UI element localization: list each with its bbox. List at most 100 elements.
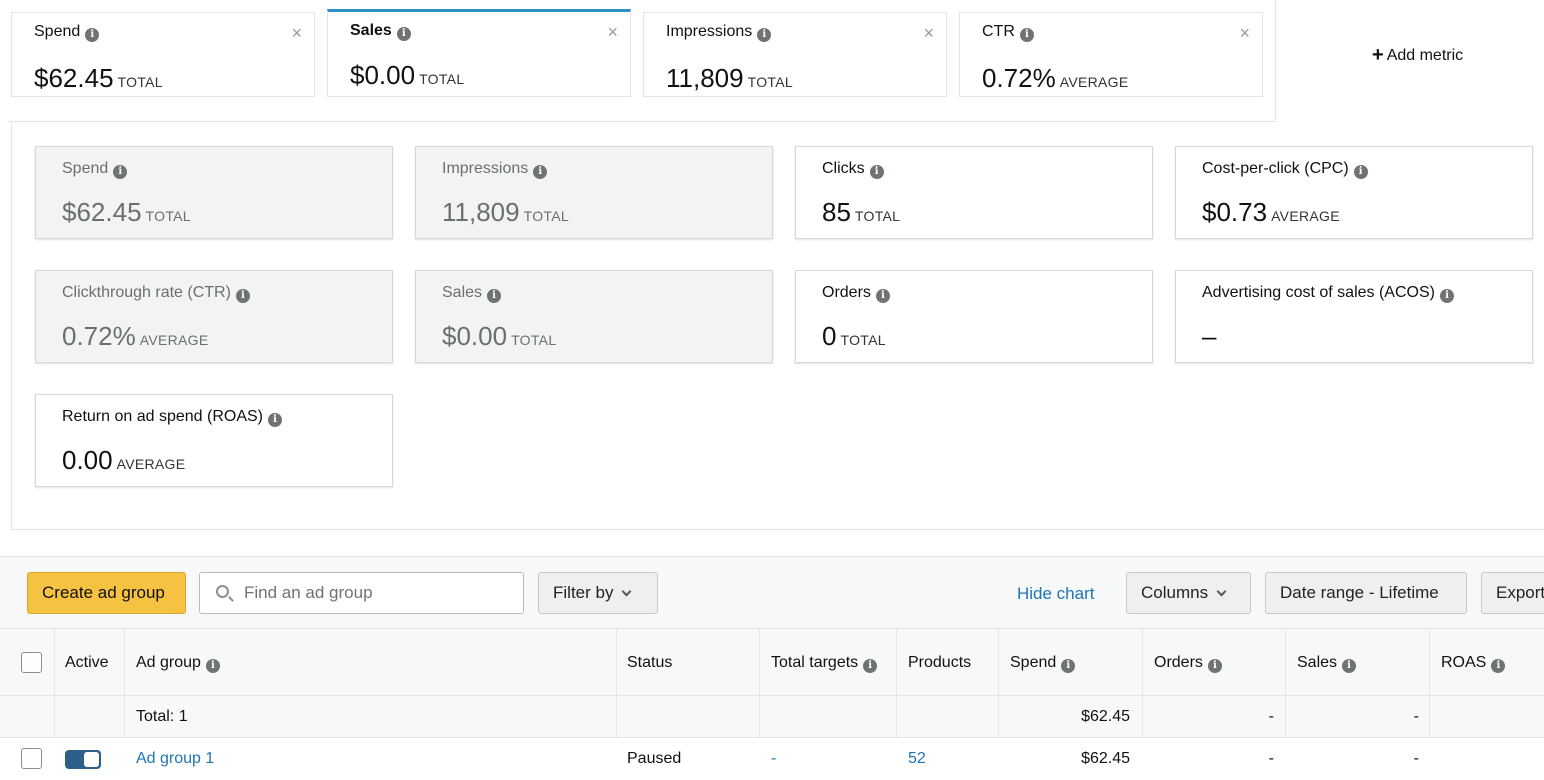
table-header-row: Active Ad group i Status Total targets i P… [0,628,1544,696]
ad-group-link[interactable]: Ad group 1 [136,750,215,767]
column-divider [616,628,617,738]
search-input[interactable] [244,573,514,613]
export-button[interactable]: Export [1481,572,1544,614]
total-spend: $62.45 [1081,708,1130,725]
info-icon[interactable]: i [1353,165,1368,179]
metric-card-value: 0.72% AVERAGE [62,321,209,351]
column-divider [54,628,55,738]
active-toggle[interactable] [65,750,101,769]
metric-card-acos[interactable]: Advertising cost of sales (ACOS) i – [1175,270,1533,363]
sales-value: - [1413,750,1419,767]
metric-card-spend[interactable]: Spend i $62.45 TOTAL [35,146,393,239]
metric-card-cpc[interactable]: Cost-per-click (CPC) i $0.73 AVERAGE [1175,146,1533,239]
metric-card-clicks[interactable]: Clicks i 85 TOTAL [795,146,1153,239]
total-targets-link[interactable]: - [771,750,777,767]
info-icon[interactable]: i [1439,289,1454,303]
columns-dropdown[interactable]: Columns [1126,572,1251,614]
filter-by-dropdown[interactable]: Filter by [538,572,658,614]
plus-icon: + [1372,44,1384,66]
column-divider [1142,628,1143,738]
chevron-down-icon [1216,586,1227,597]
info-icon[interactable]: i [205,659,220,673]
metric-card-value: 0 TOTAL [822,321,886,351]
column-header-orders[interactable]: Orders i [1154,654,1222,673]
metric-tab-spend[interactable]: Spend i × $62.45 TOTAL [11,12,315,97]
metric-tab-label: CTR i [982,23,1034,42]
info-icon[interactable]: i [268,413,282,427]
column-divider [1285,628,1286,738]
info-icon[interactable]: i [533,165,548,179]
metric-card-orders[interactable]: Orders i 0 TOTAL [795,270,1153,363]
ad-group-toolbar: Create ad group Filter by Hide chart Col… [0,556,1544,628]
select-all-checkbox[interactable] [21,652,42,673]
create-ad-group-button[interactable]: Create ad group [27,572,186,614]
row-checkbox[interactable] [21,748,42,769]
close-icon[interactable]: × [607,22,618,42]
metric-card-roas[interactable]: Return on ad spend (ROAS) i 0.00 AVERAGE [35,394,393,487]
total-orders: - [1268,708,1274,725]
close-icon[interactable]: × [1239,23,1250,43]
column-divider [124,628,125,738]
column-header-total-targets[interactable]: Total targets i [771,654,878,673]
metric-cards-panel: Spend i $62.45 TOTAL Impressions i 11,809 TO… [11,122,1544,530]
info-icon[interactable]: i [875,289,890,303]
metric-tab-value: 11,809 TOTAL [666,63,793,93]
column-header-ad-group[interactable]: Ad group i [136,654,220,673]
info-icon[interactable]: i [1342,659,1357,673]
products-link[interactable]: 52 [908,750,926,767]
info-icon[interactable]: i [757,28,772,42]
metric-card-ctr[interactable]: Clickthrough rate (CTR) i 0.72% AVERAGE [35,270,393,363]
info-icon[interactable]: i [869,165,884,179]
status-value: Paused [627,750,682,767]
table-row[interactable]: Ad group 1 Paused - 52 $62.45 - - [0,738,1544,780]
column-header-sales[interactable]: Sales i [1297,654,1357,673]
table-total-row: Total: 1 $62.45 - - [0,696,1544,738]
ad-group-search[interactable] [199,572,524,614]
info-icon[interactable]: i [85,28,100,42]
metric-card-label: Impressions i [442,160,548,179]
metric-card-value: $0.00 TOTAL [442,321,557,351]
metric-card-impressions[interactable]: Impressions i 11,809 TOTAL [415,146,773,239]
info-icon[interactable]: i [1491,659,1506,673]
metric-tab-label: Spend i [34,23,100,42]
info-icon[interactable]: i [113,165,128,179]
column-header-products[interactable]: Products [908,654,972,671]
info-icon[interactable]: i [487,289,502,303]
info-icon[interactable]: i [1061,659,1076,673]
metric-card-label: Clickthrough rate (CTR) i [62,284,250,303]
metric-card-sales[interactable]: Sales i $0.00 TOTAL [415,270,773,363]
info-icon[interactable]: i [235,289,250,303]
column-divider [998,628,999,738]
spend-value: $62.45 [1081,750,1130,767]
metric-tab-impressions[interactable]: Impressions i × 11,809 TOTAL [643,12,947,97]
metric-card-label: Clicks i [822,160,884,179]
metric-tab-ctr[interactable]: CTR i × 0.72% AVERAGE [959,12,1263,97]
column-divider [759,628,760,738]
total-sales: - [1413,708,1419,725]
metric-card-value: 11,809 TOTAL [442,197,569,227]
metric-card-label: Cost-per-click (CPC) i [1202,160,1368,179]
metric-card-value: – [1202,321,1217,351]
metric-tab-label: Sales i [350,22,411,41]
metric-tab-value: $0.00 TOTAL [350,60,465,90]
metric-card-label: Advertising cost of sales (ACOS) i [1202,284,1454,303]
column-header-active[interactable]: Active [65,654,109,671]
info-icon[interactable]: i [1019,28,1034,42]
hide-chart-link[interactable]: Hide chart [1017,584,1095,603]
search-icon [216,585,229,598]
metric-tab-sales[interactable]: Sales i × $0.00 TOTAL [327,9,631,97]
info-icon[interactable]: i [396,27,411,41]
column-header-status[interactable]: Status [627,654,673,671]
column-header-spend[interactable]: Spend i [1010,654,1076,673]
column-header-roas[interactable]: ROAS i [1441,654,1506,673]
info-icon[interactable]: i [863,659,878,673]
close-icon[interactable]: × [291,23,302,43]
info-icon[interactable]: i [1207,659,1222,673]
metric-tab-value: 0.72% AVERAGE [982,63,1129,93]
column-divider [896,628,897,738]
add-metric-button[interactable]: + Add metric [1372,44,1464,66]
date-range-button[interactable]: Date range - Lifetime [1265,572,1467,614]
metric-tabs-frame [8,0,1276,122]
close-icon[interactable]: × [923,23,934,43]
total-label: Total: 1 [136,708,188,725]
